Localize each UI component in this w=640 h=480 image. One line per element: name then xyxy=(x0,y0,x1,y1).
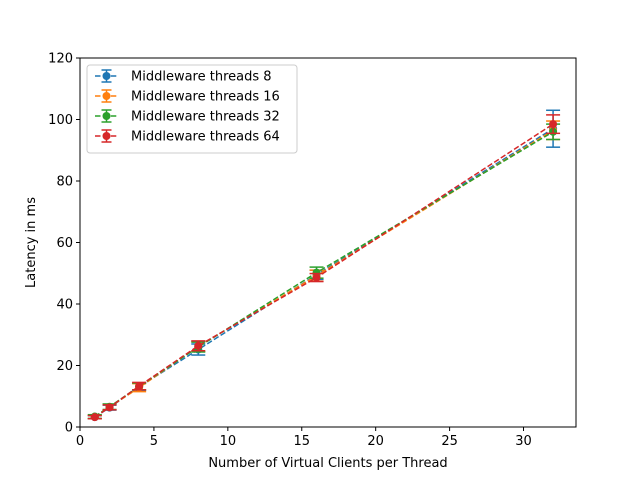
legend-label: Middleware threads 8 xyxy=(131,70,272,85)
legend-item: Middleware threads 64 xyxy=(95,129,280,145)
y-tick-label: 40 xyxy=(56,298,73,313)
x-tick-label: 15 xyxy=(293,434,310,449)
x-tick-label: 10 xyxy=(220,434,237,449)
legend-marker xyxy=(102,112,111,120)
y-tick-label: 0 xyxy=(65,421,73,436)
series-4 xyxy=(87,114,561,422)
x-tick-label: 0 xyxy=(76,434,84,449)
x-tick-label: 30 xyxy=(515,434,532,449)
x-axis: 0 5 10 15 20 25 30 xyxy=(76,427,532,449)
y-axis: 0 20 40 60 80 100 120 xyxy=(48,52,80,436)
series-layer xyxy=(87,109,561,422)
y-tick-label: 80 xyxy=(56,175,73,190)
legend-item: Middleware threads 16 xyxy=(95,89,280,105)
series-line xyxy=(94,123,554,418)
legend-item: Middleware threads 32 xyxy=(95,109,280,125)
data-point xyxy=(135,382,144,391)
legend-marker xyxy=(102,92,111,100)
legend-label: Middleware threads 64 xyxy=(131,130,280,145)
x-axis-label: Number of Virtual Clients per Thread xyxy=(208,456,447,471)
legend: Middleware threads 8 Middleware threads 1… xyxy=(86,64,298,154)
y-tick-label: 20 xyxy=(56,359,73,374)
y-axis-label: Latency in ms xyxy=(24,197,39,288)
data-point xyxy=(194,341,203,350)
legend-box xyxy=(86,64,298,154)
y-tick-label: 100 xyxy=(48,113,73,128)
y-tick-label: 120 xyxy=(48,52,73,67)
legend-label: Middleware threads 16 xyxy=(131,90,280,105)
y-tick-label: 60 xyxy=(56,236,73,251)
legend-label: Middleware threads 32 xyxy=(131,110,280,125)
x-tick-label: 20 xyxy=(367,434,384,449)
series-line xyxy=(94,128,554,418)
data-point xyxy=(312,273,321,282)
data-point xyxy=(549,120,558,129)
data-point xyxy=(90,413,99,422)
legend-marker xyxy=(102,72,111,80)
x-tick-label: 5 xyxy=(150,434,158,449)
legend-item: Middleware threads 8 xyxy=(95,69,272,85)
x-tick-label: 25 xyxy=(441,434,458,449)
legend-marker xyxy=(102,132,111,140)
data-point xyxy=(105,403,114,412)
